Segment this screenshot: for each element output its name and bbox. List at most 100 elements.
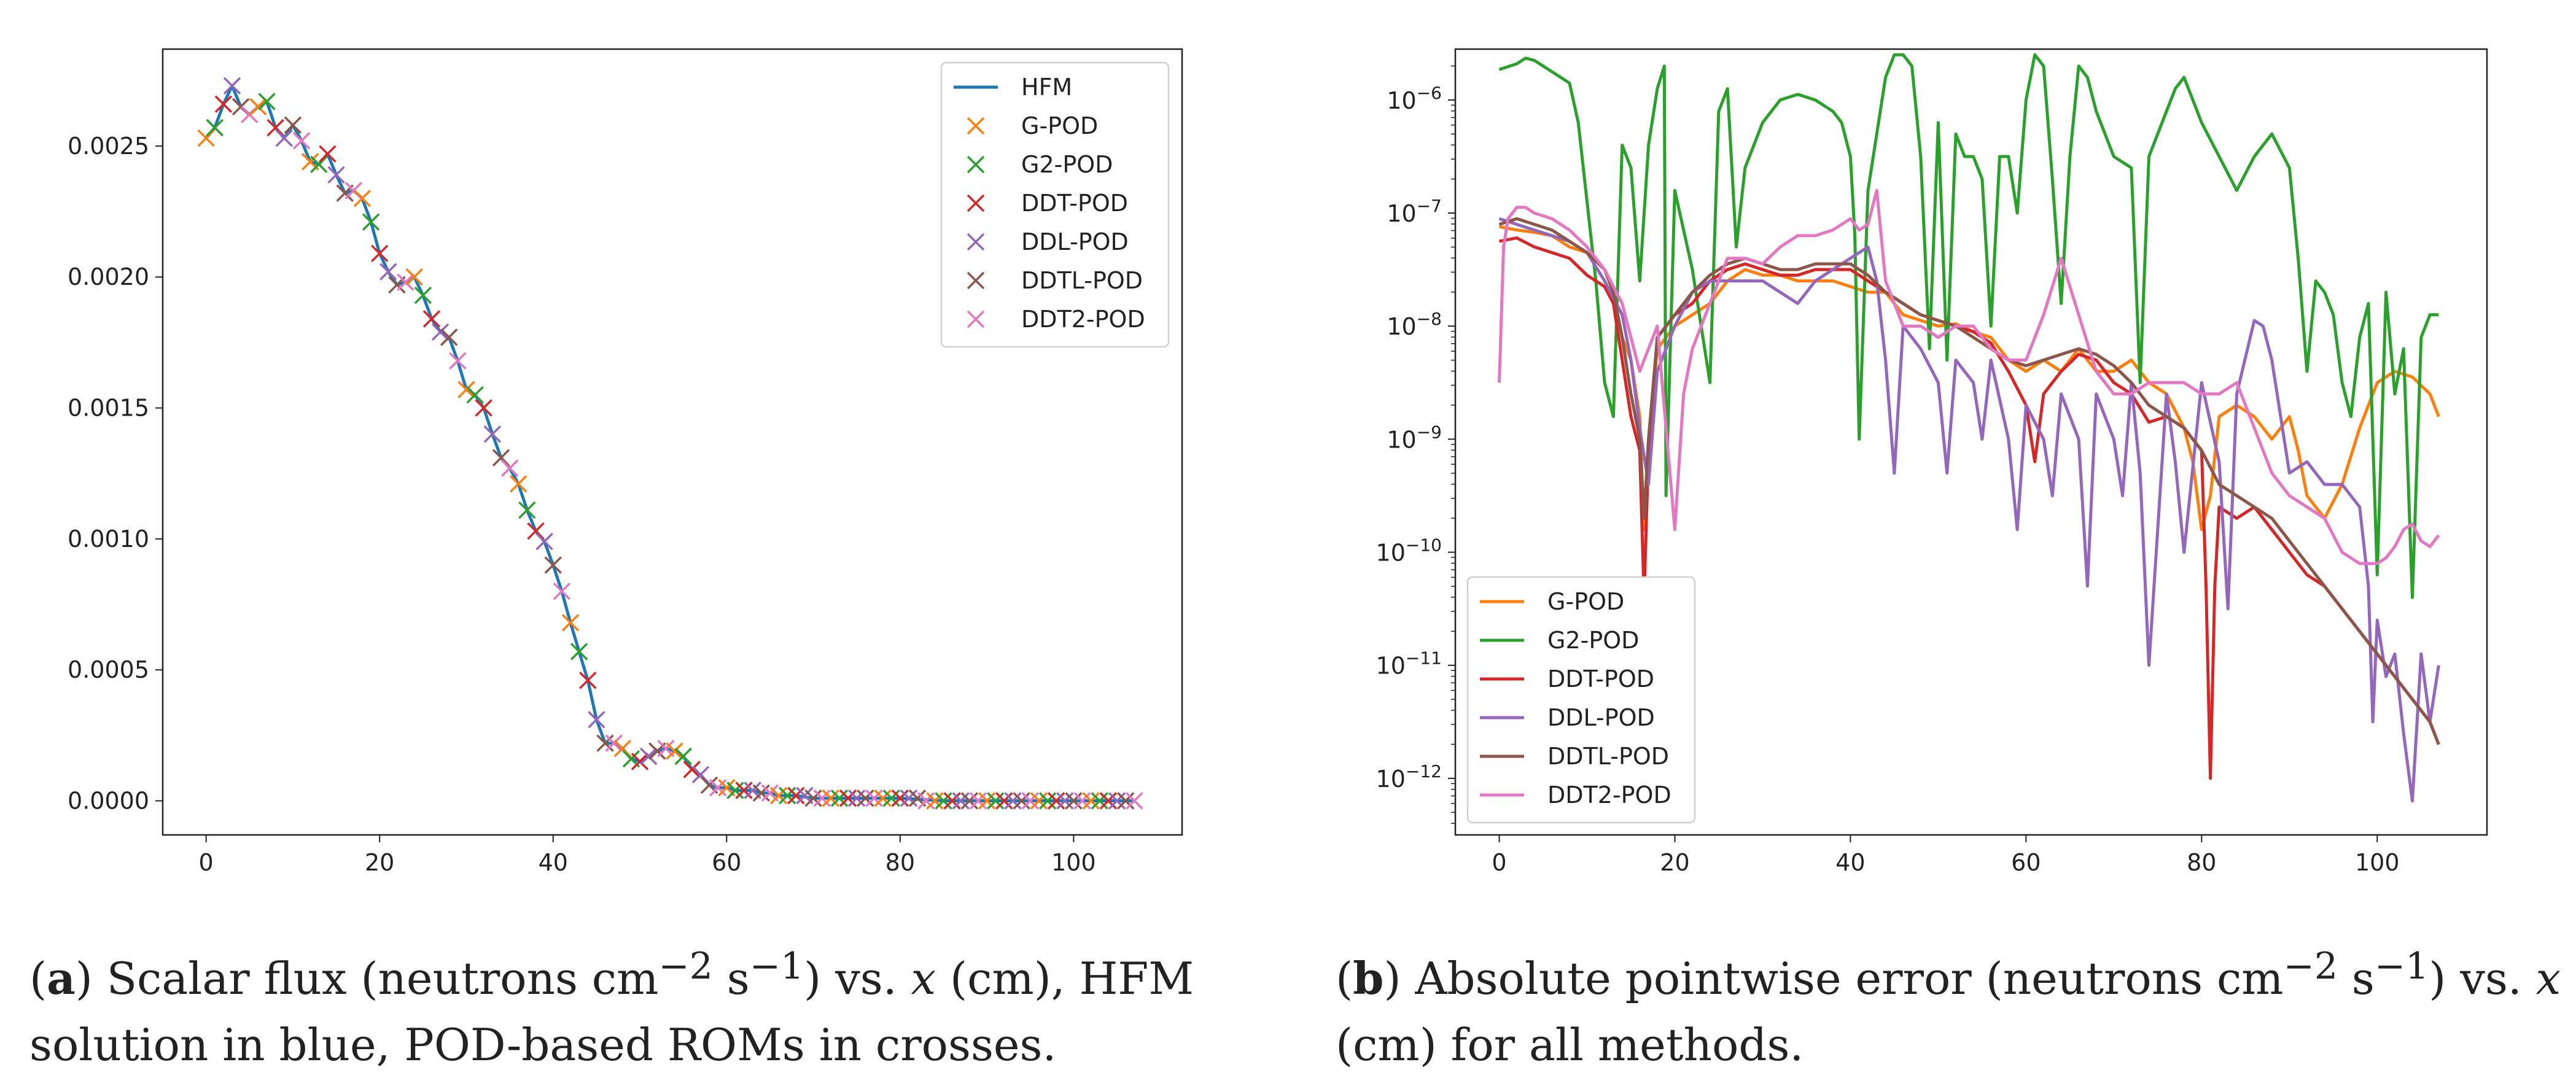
marker-ddl-pod: [1108, 792, 1126, 810]
legend-label-ddt-pod: DDT-POD: [1547, 665, 1654, 692]
marker-ddtl-pod: [1116, 792, 1135, 810]
legend-label-ddt2-pod: DDT2-POD: [1021, 306, 1145, 333]
legend-handle-g2-pod: [967, 155, 985, 174]
legend-box: [1466, 576, 1696, 824]
marker-g-pod: [561, 614, 580, 632]
marker-ddt2-pod: [449, 352, 467, 370]
legend-handle-ddt2-pod: [967, 310, 985, 328]
marker-ddt2-pod: [1021, 792, 1040, 810]
marker-ddl-pod: [691, 766, 710, 784]
marker-ddt-pod: [475, 399, 492, 417]
x-tick-label: 80: [885, 849, 915, 876]
x-tick-label: 40: [539, 849, 568, 876]
marker-ddl-pod: [327, 166, 345, 184]
marker-ddt-pod: [319, 145, 337, 163]
caption-a: (a) Scalar flux (neutrons cm−2 s−1) vs. …: [29, 945, 1194, 1071]
marker-g2-pod: [882, 789, 900, 807]
marker-ddl-pod: [952, 792, 970, 810]
x-tick-label: 100: [2355, 849, 2400, 876]
marker-g2-pod: [726, 781, 744, 799]
y-tick-label: 10−6: [1387, 83, 1442, 114]
marker-g2-pod: [935, 792, 952, 810]
marker-ddt-pod: [891, 789, 909, 807]
series-line-g2-pod: [1498, 53, 2439, 599]
legend-label-g-pod: G-POD: [1021, 112, 1098, 139]
marker-ddt-pod: [267, 118, 284, 137]
chart-b: 0 20 40 60 80 100 10−12 10−11 10−10 10−9 10−8 10−7 1…: [1376, 48, 2488, 876]
y-tick-label: 0.0020: [68, 263, 149, 290]
marker-ddt2-pod: [813, 789, 831, 807]
marker-ddtl-pod: [440, 328, 458, 346]
marker-g2-pod: [674, 747, 692, 766]
plot-area-b: [1454, 48, 2488, 836]
marker-g-pod: [874, 789, 892, 807]
series-line-ddtl-pod: [1498, 217, 2440, 745]
marker-ddtl-pod: [1065, 792, 1083, 810]
marker-ddt-pod: [735, 781, 753, 799]
marker-ddtl-pod: [284, 116, 302, 134]
y-tick-label: 10−8: [1387, 309, 1442, 340]
marker-ddt-pod: [631, 753, 649, 770]
marker-ddt-pod: [214, 95, 233, 113]
legend-box: [940, 61, 1170, 348]
marker-g2-pod: [310, 155, 328, 173]
series-line-ddl-pod: [1498, 217, 2440, 803]
legend-handle-ddtl-pod: [967, 271, 985, 290]
marker-ddl-pod: [639, 747, 658, 766]
marker-ddt2-pod: [917, 792, 935, 810]
marker-g-pod: [1082, 792, 1100, 810]
marker-ddt-pod: [1099, 792, 1118, 810]
marker-ddt2-pod: [1073, 792, 1091, 810]
x-tick-label: 100: [1051, 849, 1096, 876]
marker-ddt-pod: [422, 310, 441, 328]
marker-g2-pod: [1038, 792, 1057, 810]
legend-handle-g-pod: [967, 117, 985, 135]
marker-ddl-pod: [1004, 792, 1022, 810]
legend-label-ddl-pod: DDL-POD: [1021, 228, 1129, 255]
chart-a: 0 20 40 60 80 100 0.0000 0.0005 0.0010 0.0015 0.00…: [68, 48, 1183, 876]
marker-ddt2-pod: [397, 273, 414, 291]
legend-label-ddtl-pod: DDTL-POD: [1547, 743, 1669, 770]
legend-label-ddtl-pod: DDTL-POD: [1021, 267, 1143, 294]
legend-label-g2-pod: G2-POD: [1021, 151, 1113, 178]
marker-ddt2-pod: [605, 734, 623, 752]
marker-g2-pod: [362, 213, 380, 231]
x-tick-label: 0: [199, 849, 214, 876]
marker-ddl-pod: [588, 711, 605, 729]
y-tick-label: 0.0000: [68, 788, 149, 815]
marker-g-pod: [926, 792, 944, 810]
x-tick-label: 20: [365, 849, 394, 876]
marker-g-pod: [978, 792, 996, 810]
marker-ddt2-pod: [709, 778, 727, 797]
marker-ddl-pod: [379, 263, 397, 281]
marker-g-pod: [769, 786, 788, 805]
legend-label-ddt-pod: DDT-POD: [1021, 190, 1128, 217]
x-tick-label: 80: [2187, 849, 2216, 876]
marker-g-pod: [1030, 792, 1048, 810]
marker-ddl-pod: [275, 129, 294, 147]
marker-g2-pod: [778, 786, 796, 805]
y-tick-label: 10−7: [1387, 196, 1442, 227]
y-tick-label: 10−10: [1376, 535, 1442, 567]
marker-g2-pod: [987, 792, 1005, 810]
marker-ddt-pod: [579, 672, 597, 689]
marker-ddt2-pod: [1126, 792, 1143, 810]
marker-ddt2-pod: [500, 459, 519, 477]
marker-ddt-pod: [683, 761, 701, 778]
legend-handle-ddl-pod: [967, 233, 985, 251]
legend-label-g2-pod: G2-POD: [1547, 627, 1639, 654]
y-tick-label: 10−12: [1376, 761, 1442, 793]
series-line-ddt-pod: [1499, 236, 2440, 780]
marker-ddt-pod: [370, 244, 389, 263]
marker-ddt2-pod: [969, 792, 987, 810]
marker-ddt-pod: [943, 792, 961, 810]
y-tick-label: 0.0025: [68, 133, 149, 160]
y-tick-label: 0.0015: [68, 395, 149, 422]
marker-ddtl-pod: [752, 784, 771, 802]
marker-ddtl-pod: [960, 792, 979, 810]
marker-ddl-pod: [847, 789, 866, 807]
y-tick-label: 10−9: [1387, 422, 1442, 453]
y-tick-label: 0.0010: [68, 525, 149, 553]
marker-ddl-pod: [431, 323, 449, 341]
marker-ddtl-pod: [492, 449, 510, 467]
